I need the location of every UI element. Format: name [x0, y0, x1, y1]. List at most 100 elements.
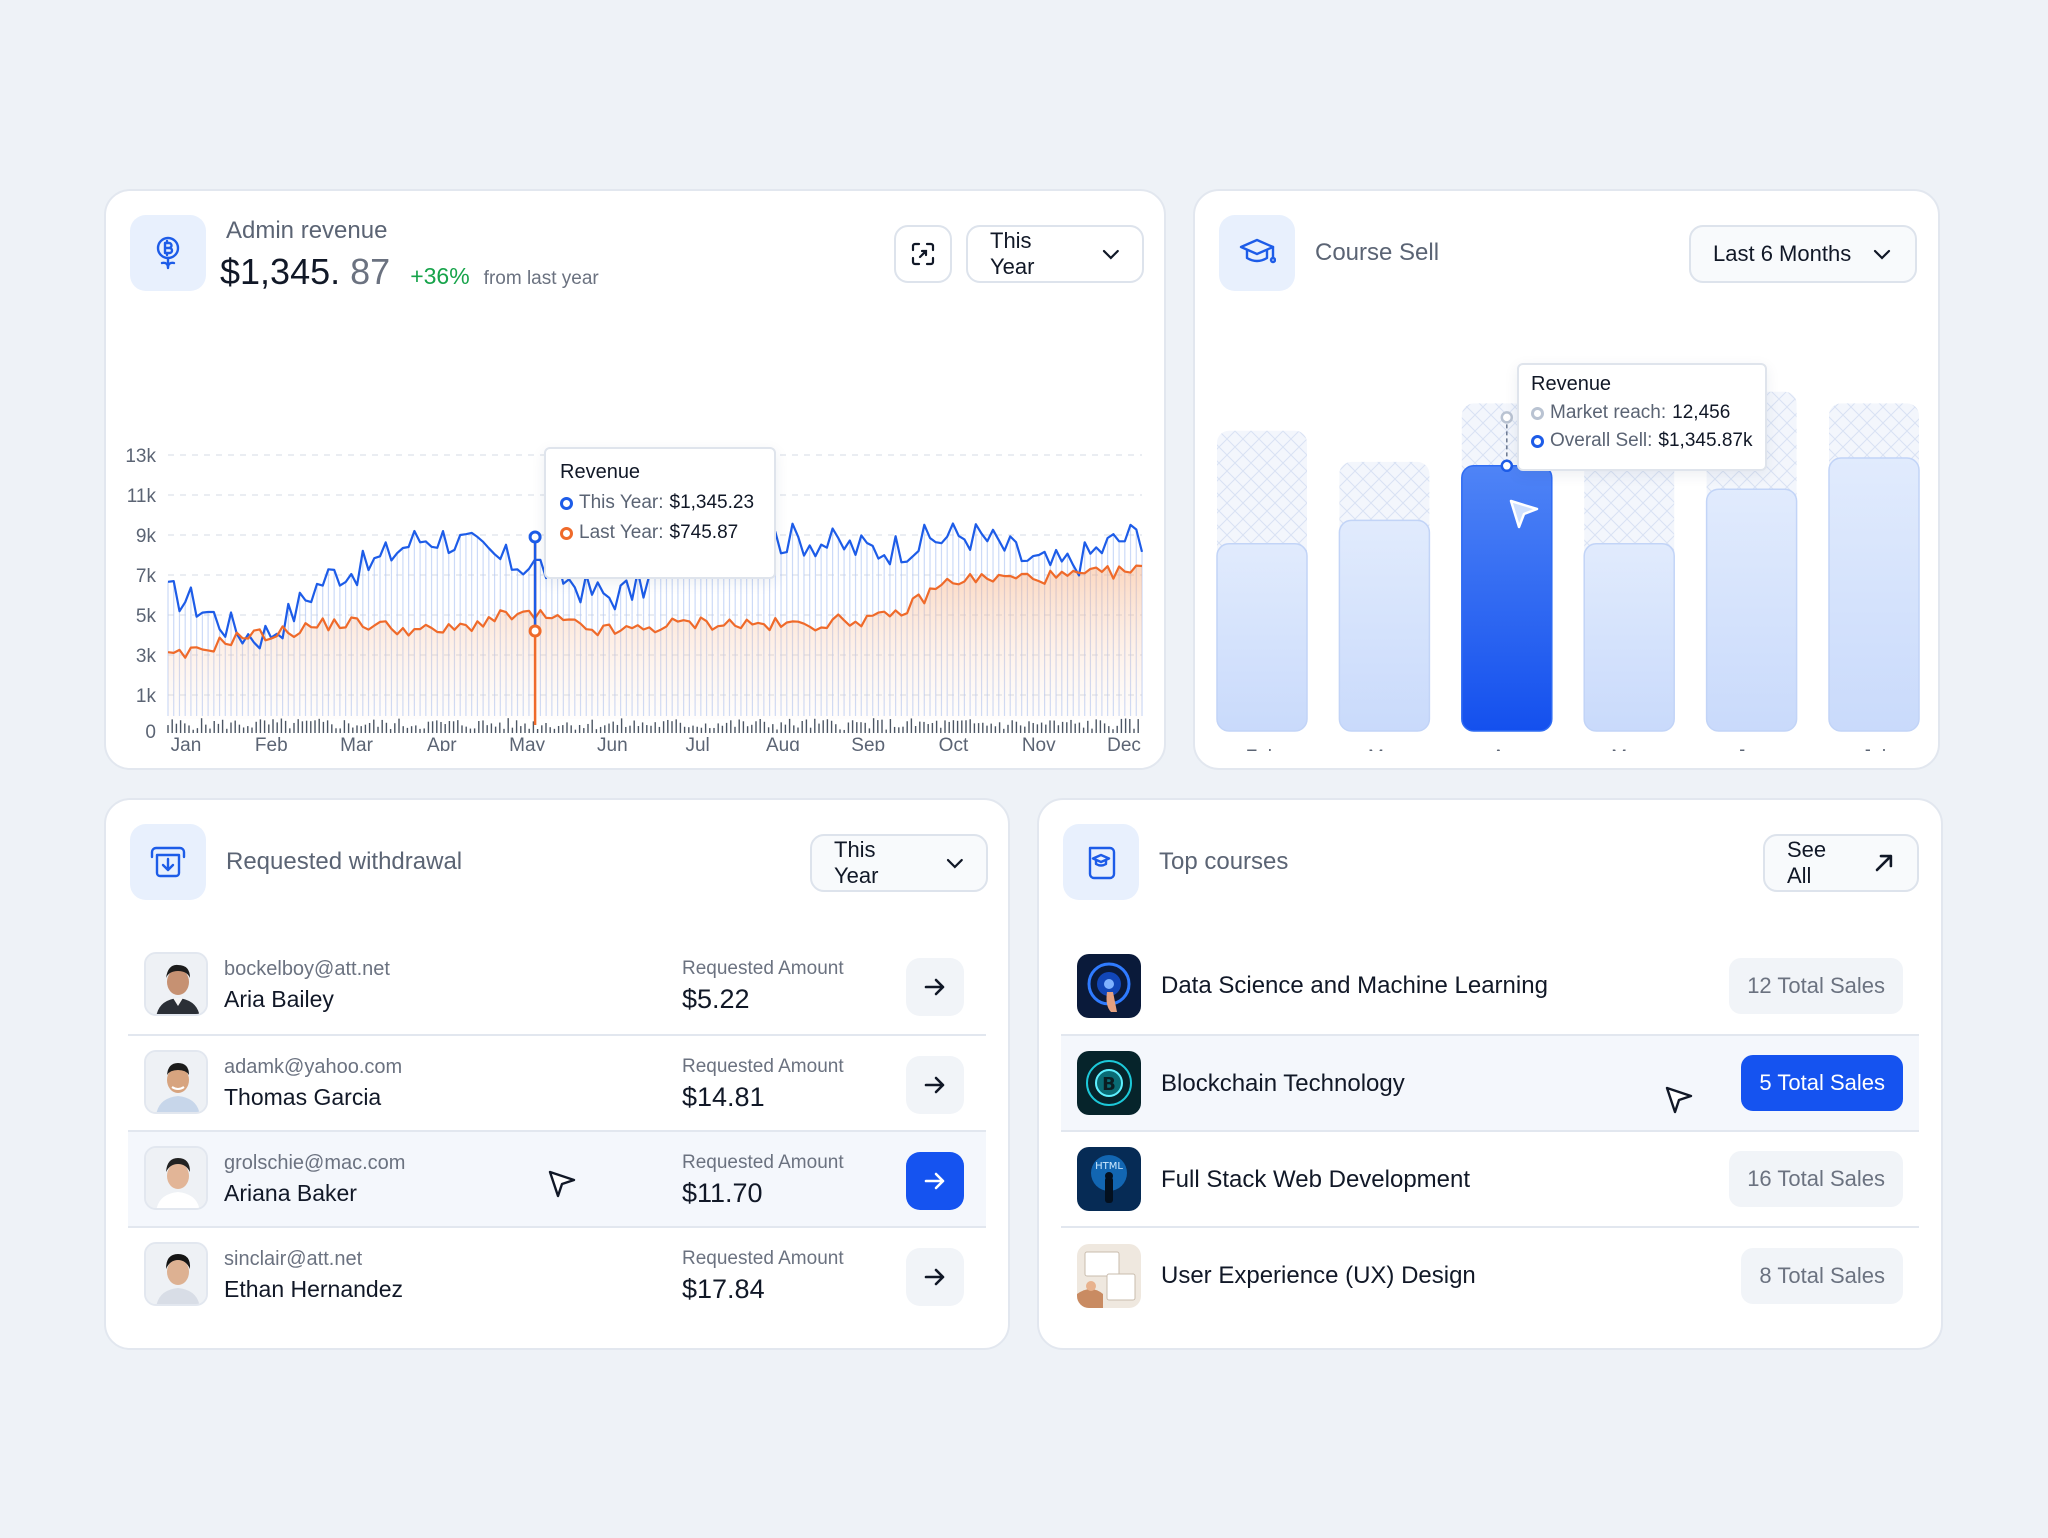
bitcoin-plant-icon — [156, 236, 180, 270]
revenue-amount: $1,345. 87 +36% from last year — [220, 251, 599, 293]
withdrawal-period-dropdown[interactable]: This Year — [810, 834, 988, 892]
x-tick-label: Feb — [255, 735, 288, 751]
revenue-title: Admin revenue — [226, 217, 388, 244]
revenue-change: +36% — [410, 263, 470, 289]
arrow-right-icon — [924, 1172, 945, 1190]
y-tick-label: 7k — [136, 566, 157, 587]
view-request-button[interactable] — [906, 1056, 964, 1114]
chevron-down-icon — [1874, 249, 1891, 260]
avatar — [144, 1050, 208, 1114]
user-email: adamk@yahoo.com — [224, 1056, 403, 1078]
requested-amount: $11.70 — [682, 1178, 763, 1208]
course-thumbnail — [1077, 1244, 1141, 1308]
sales-badge: 12 Total Sales — [1729, 958, 1903, 1014]
expand-icon — [911, 242, 935, 266]
bar-category-label: Mar — [1368, 747, 1401, 751]
x-tick-label: Jan — [171, 735, 202, 751]
cursor-icon — [1509, 499, 1539, 529]
tooltip-last-year: Last Year: $745.87 — [560, 522, 760, 544]
course-row[interactable]: HTML Full Stack Web Development 16 Total… — [1061, 1132, 1919, 1226]
overall-sell-dot-icon — [1531, 434, 1544, 448]
withdrawal-title: Requested withdrawal — [226, 848, 463, 875]
x-tick-label: May — [509, 735, 545, 751]
chevron-down-icon — [947, 858, 964, 869]
course-sell-period-value: Last 6 Months — [1713, 241, 1852, 266]
download-tray-icon — [150, 846, 186, 878]
avatar — [144, 952, 208, 1016]
withdrawal-row: adamk@yahoo.com Thomas Garcia Requested … — [128, 1036, 986, 1130]
requested-amount-label: Requested Amount — [682, 1152, 844, 1173]
course-row[interactable]: User Experience (UX) Design 8 Total Sale… — [1061, 1228, 1919, 1324]
y-tick-label: 3k — [136, 646, 157, 667]
overall-sell-point — [1500, 459, 1514, 473]
last-year-line — [167, 564, 1143, 659]
user-name: Ethan Hernandez — [224, 1276, 404, 1302]
overall-sell-bar — [1338, 519, 1431, 732]
divider — [1061, 1226, 1919, 1228]
last-year-point — [528, 624, 542, 638]
x-tick-label: Aug — [766, 735, 800, 751]
see-all-label: See All — [1787, 837, 1827, 888]
view-request-button[interactable] — [906, 1248, 964, 1306]
overall-sell-bar — [1583, 543, 1675, 732]
cursor-icon — [1665, 1086, 1693, 1114]
tooltip-market-reach: Market reach: 12,456 — [1531, 402, 1753, 424]
course-thumbnail — [1077, 954, 1141, 1018]
sales-badge: 5 Total Sales — [1741, 1055, 1903, 1111]
view-request-button[interactable] — [906, 958, 964, 1016]
course-name: Data Science and Machine Learning — [1161, 972, 1548, 999]
user-name: Aria Bailey — [224, 986, 334, 1012]
this-year-point — [528, 530, 542, 544]
course-row[interactable]: Data Science and Machine Learning 12 Tot… — [1061, 938, 1919, 1034]
this-year-dot-icon — [560, 496, 573, 510]
book-cap-icon — [1088, 846, 1116, 880]
divider — [128, 1034, 986, 1036]
user-email: sinclair@att.net — [224, 1248, 363, 1270]
x-tick-label: Nov — [1022, 735, 1056, 751]
requested-amount-label: Requested Amount — [682, 1248, 844, 1269]
course-sell-period-dropdown[interactable]: Last 6 Months — [1689, 225, 1917, 283]
course-sell-icon-box — [1219, 215, 1295, 291]
revenue-change-note: from last year — [483, 268, 599, 289]
revenue-period-dropdown[interactable]: This Year — [966, 225, 1144, 283]
user-name: Ariana Baker — [224, 1180, 357, 1206]
x-tick-label: Dec — [1107, 735, 1141, 751]
course-sell-tooltip: Revenue Market reach: 12,456 Overall Sell… — [1517, 363, 1767, 471]
top-courses-card: Top courses See All Data Science and Mac… — [1037, 798, 1943, 1350]
bar-category-label: May — [1611, 747, 1647, 751]
y-tick-label: 13k — [125, 446, 156, 467]
course-name: Full Stack Web Development — [1161, 1166, 1471, 1193]
y-tick-label: 1k — [136, 686, 157, 707]
revenue-line-chart: Jan Feb Mar Apr May Jun Jul Aug Sep Oct Nov Dec 0 1k… — [125, 446, 1144, 751]
course-row-hovered[interactable]: B Blockchain Technology 5 Total Sales — [1061, 1036, 1919, 1130]
bar-category-label: Jun — [1736, 747, 1767, 751]
withdrawal-row: sinclair@att.net Ethan Hernandez Request… — [128, 1228, 986, 1324]
overall-sell-bar — [1828, 457, 1920, 732]
withdrawal-icon-box — [130, 824, 206, 900]
withdrawal-period-value: This Year — [834, 837, 879, 888]
bar-category-label: Feb — [1246, 747, 1279, 751]
graduation-cap-icon — [1239, 238, 1276, 264]
requested-amount-label: Requested Amount — [682, 1056, 844, 1077]
divider — [1061, 1034, 1919, 1036]
x-tick-label: Jun — [597, 735, 628, 751]
divider — [128, 1226, 986, 1228]
see-all-button[interactable]: See All — [1763, 834, 1919, 892]
withdrawal-row-hovered: grolschie@mac.com Ariana Baker Requested… — [128, 1132, 986, 1226]
requested-withdrawal-card: Requested withdrawal This Year bockelboy… — [104, 798, 1010, 1350]
course-tooltip-title: Revenue — [1531, 373, 1612, 395]
sales-badge: 8 Total Sales — [1741, 1248, 1903, 1304]
x-tick-label: Apr — [427, 735, 457, 751]
expand-button[interactable] — [894, 225, 952, 283]
course-name: Blockchain Technology — [1161, 1070, 1405, 1097]
arrow-right-icon — [924, 978, 945, 996]
tooltip-overall-sell: Overall Sell: $1,345.87k — [1531, 430, 1753, 452]
market-reach-dot-icon — [1531, 406, 1544, 420]
admin-revenue-card: Admin revenue $1,345. 87 +36% from last … — [104, 189, 1166, 770]
revenue-amount-cents: 87 — [340, 251, 391, 292]
view-request-button[interactable] — [906, 1152, 964, 1210]
revenue-tooltip: Revenue This Year: $1,345.23 Last Year: $7… — [544, 447, 776, 579]
x-tick-label: Oct — [939, 735, 969, 751]
requested-amount: $14.81 — [682, 1082, 765, 1112]
y-tick-label: 11k — [127, 486, 157, 507]
